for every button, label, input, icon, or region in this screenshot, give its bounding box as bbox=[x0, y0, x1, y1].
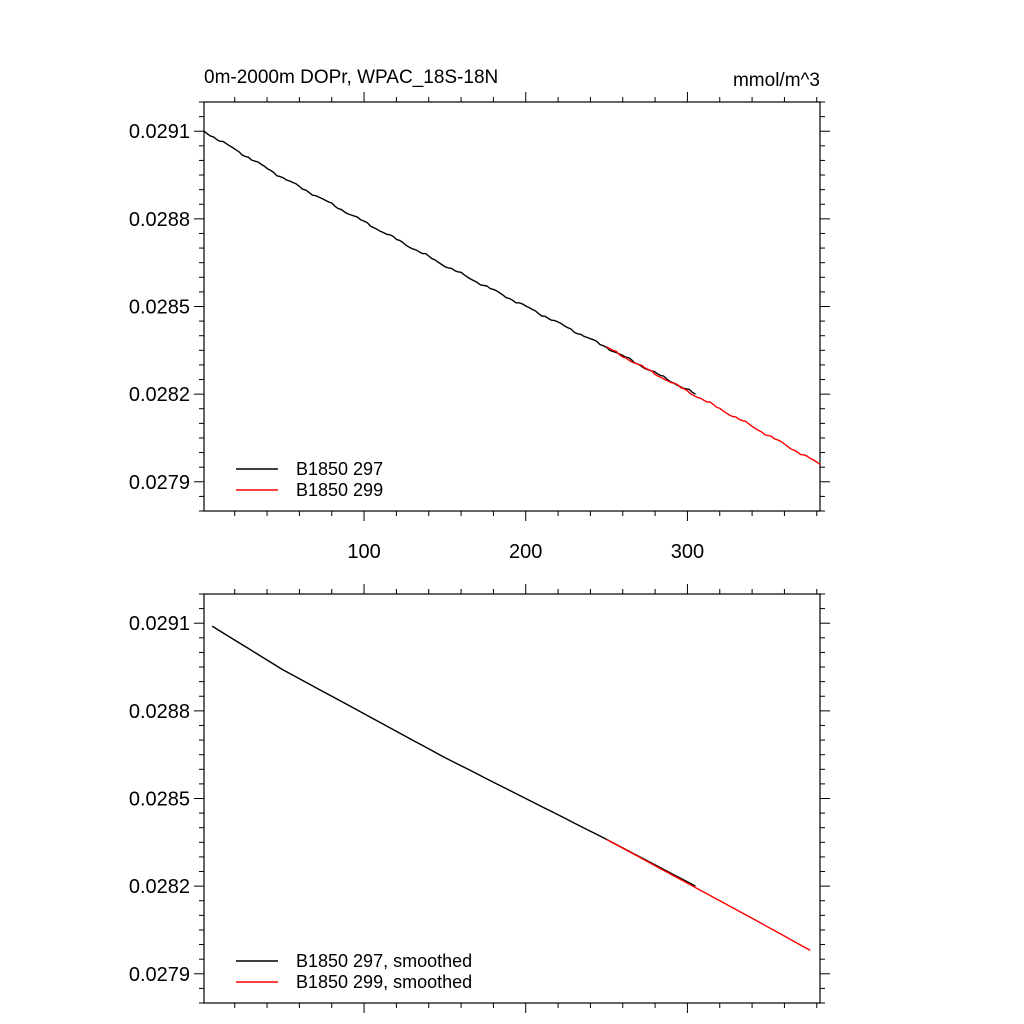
y-tick-label: 0.0291 bbox=[129, 121, 190, 143]
y-tick-label: 0.0282 bbox=[129, 384, 190, 406]
chart-panel-1: 0.0291 0.0288 0.0285 0.0282 0.0279 100 200 300 B… bbox=[129, 92, 830, 563]
x-tick-label: 300 bbox=[671, 541, 704, 563]
y-tick-label: 0.0291 bbox=[129, 613, 190, 635]
x-tick-label: 200 bbox=[509, 541, 542, 563]
y-tick-label: 0.0285 bbox=[129, 789, 190, 811]
plot-frame bbox=[203, 101, 821, 512]
plot-frame bbox=[203, 593, 821, 1004]
series-line-2 bbox=[606, 346, 821, 465]
legend-label-1: B1850 297 bbox=[296, 459, 383, 479]
x-tick-label: 100 bbox=[347, 541, 380, 563]
series-line-1 bbox=[203, 130, 696, 395]
y-tick-label: 0.0279 bbox=[129, 964, 190, 986]
chart-panel-2: 0.0291 0.0288 0.0285 0.0282 0.0279 B1850 297,… bbox=[129, 584, 830, 1013]
series-line-2 bbox=[606, 838, 811, 952]
legend-label-1: B1850 297, smoothed bbox=[296, 951, 472, 971]
legend-label-2: B1850 299 bbox=[296, 480, 383, 500]
units-label: mmol/m^3 bbox=[733, 70, 820, 91]
chart-title: 0m-2000m DOPr, WPAC_18S-18N bbox=[204, 67, 498, 88]
series-line-1 bbox=[211, 625, 696, 887]
y-tick-label: 0.0279 bbox=[129, 472, 190, 494]
y-tick-label: 0.0288 bbox=[129, 701, 190, 723]
y-tick-label: 0.0288 bbox=[129, 209, 190, 231]
y-tick-label: 0.0282 bbox=[129, 876, 190, 898]
legend-label-2: B1850 299, smoothed bbox=[296, 972, 472, 992]
y-tick-label: 0.0285 bbox=[129, 297, 190, 319]
